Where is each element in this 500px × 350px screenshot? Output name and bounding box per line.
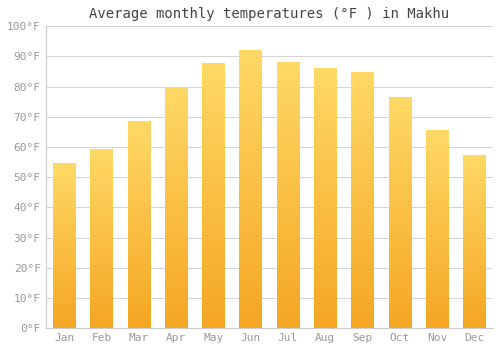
Title: Average monthly temperatures (°F ) in Makhu: Average monthly temperatures (°F ) in Ma…: [89, 7, 450, 21]
